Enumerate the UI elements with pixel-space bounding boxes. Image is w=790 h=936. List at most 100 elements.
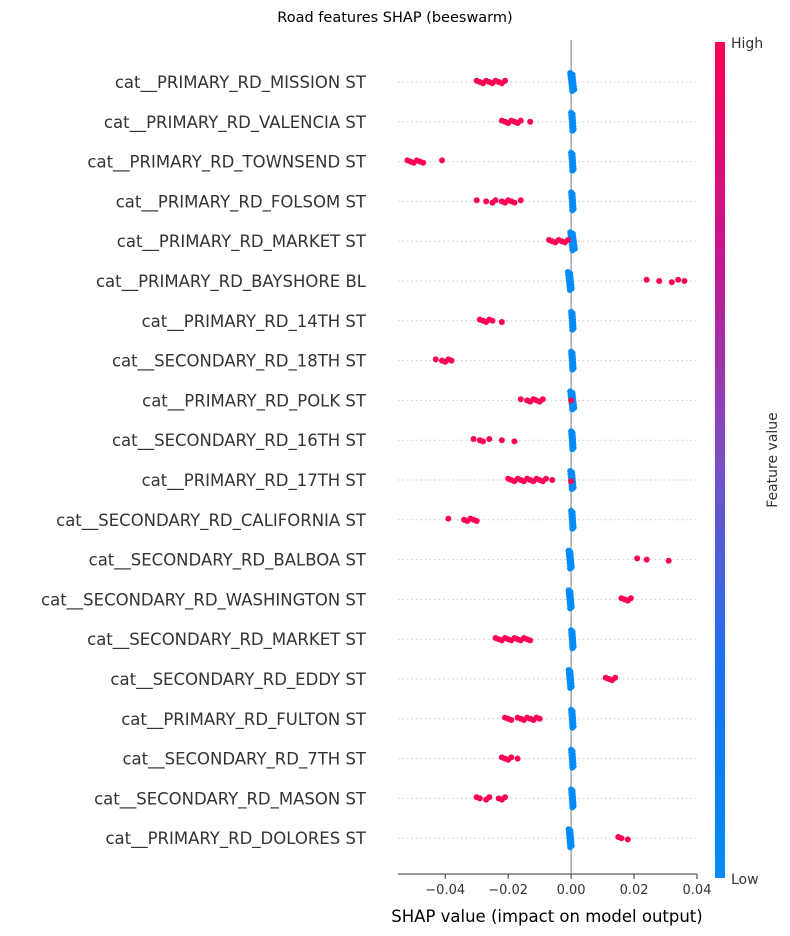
shap-point-high	[479, 438, 486, 445]
shap-point-low	[569, 764, 576, 771]
shap-point-high	[612, 674, 619, 681]
feature-label: cat__PRIMARY_RD_BAYSHORE BL	[96, 272, 367, 292]
colorbar-low-label: Low	[731, 872, 759, 888]
shap-point-low	[569, 406, 576, 413]
shap-point-low	[569, 88, 576, 94]
colorbar-title: Feature value	[765, 412, 781, 508]
shap-point-high	[517, 197, 524, 204]
shap-point-low	[569, 525, 576, 532]
shap-point-high	[498, 437, 505, 444]
row-guides	[398, 81, 697, 839]
shap-point-high	[486, 794, 493, 801]
shap-point-high	[627, 595, 634, 602]
feature-label: cat__SECONDARY_RD_MARKET ST	[87, 630, 367, 650]
feature-label: cat__PRIMARY_RD_MISSION ST	[115, 73, 367, 93]
shap-point-high	[564, 237, 571, 243]
shap-point-high	[624, 836, 631, 843]
shap-point-high	[549, 477, 556, 483]
feature-label: cat__PRIMARY_RD_DOLORES ST	[105, 829, 366, 849]
shap-point-high	[470, 436, 477, 442]
shap-point-high	[483, 198, 490, 205]
shap-point-low	[567, 605, 574, 612]
shap-point-low	[569, 127, 576, 134]
shap-point-low	[569, 366, 576, 373]
shap-point-high	[517, 117, 524, 124]
shap-point-high	[643, 556, 650, 563]
shap-point-low	[567, 844, 574, 851]
shap-point-high	[486, 436, 493, 442]
x-tick-label: −0.02	[488, 883, 528, 898]
x-axis-ticks: −0.04 −0.02 0.00 0.02 0.04	[425, 874, 711, 898]
shap-point-high	[448, 357, 455, 364]
shap-point-low	[567, 685, 574, 691]
shap-point-high	[439, 157, 446, 164]
feature-labels: cat__PRIMARY_RD_MISSION ST cat__PRIMARY_R…	[41, 73, 367, 849]
shap-point-high	[665, 557, 672, 564]
feature-label: cat__SECONDARY_RD_MASON ST	[94, 789, 367, 809]
shap-point-high	[568, 478, 575, 485]
shap-point-low	[567, 565, 574, 572]
shap-point-high	[517, 396, 524, 403]
shap-point-high	[634, 555, 641, 562]
x-axis-title: SHAP value (impact on model output)	[391, 907, 702, 926]
shap-point-low	[566, 287, 573, 293]
colorbar-high-label: High	[731, 36, 763, 52]
shap-point-high	[432, 356, 439, 363]
shap-point-low	[569, 167, 576, 174]
feature-label: cat__PRIMARY_RD_TOWNSEND ST	[87, 153, 367, 173]
feature-label: cat__SECONDARY_RD_7TH ST	[122, 750, 366, 770]
shap-point-high	[668, 279, 675, 286]
shap-point-low	[569, 326, 576, 333]
shap-point-low	[569, 247, 576, 254]
feature-label: cat__PRIMARY_RD_POLK ST	[142, 391, 367, 411]
shap-point-high	[618, 835, 625, 842]
shap-point-high	[508, 754, 515, 761]
feature-label: cat__SECONDARY_RD_18TH ST	[112, 352, 367, 372]
feature-label: cat__PRIMARY_RD_14TH ST	[142, 312, 367, 332]
shap-point-high	[656, 278, 663, 284]
feature-label: cat__PRIMARY_RD_17TH ST	[142, 471, 367, 491]
shap-point-high	[542, 475, 549, 482]
shap-point-low	[569, 804, 576, 811]
feature-label: cat__PRIMARY_RD_MARKET ST	[117, 232, 367, 252]
shap-point-high	[527, 637, 534, 644]
feature-label: cat__PRIMARY_RD_FULTON ST	[121, 710, 367, 730]
shap-point-high	[511, 438, 518, 445]
shap-point-high	[498, 319, 505, 325]
x-tick-label: 0.00	[557, 883, 586, 898]
shap-point-high	[514, 755, 521, 762]
shap-point-high	[476, 795, 483, 802]
x-tick-label: −0.04	[425, 883, 465, 898]
shap-point-low	[569, 724, 576, 731]
shap-point-high	[420, 159, 427, 166]
shap-point-high	[643, 276, 650, 283]
shap-point-high	[473, 518, 480, 524]
feature-label: cat__SECONDARY_RD_CALIFORNIA ST	[56, 511, 367, 531]
feature-label: cat__PRIMARY_RD_VALENCIA ST	[104, 113, 367, 133]
shap-point-high	[539, 396, 546, 403]
shap-point-high	[536, 715, 543, 722]
x-tick-label: 0.02	[620, 883, 649, 898]
feature-label: cat__SECONDARY_RD_WASHINGTON ST	[41, 590, 367, 610]
feature-label: cat__PRIMARY_RD_FOLSOM ST	[116, 192, 367, 212]
x-tick-label: 0.04	[683, 883, 712, 898]
shap-point-high	[675, 276, 682, 283]
shap-point-low	[569, 207, 576, 214]
shap-point-high	[568, 397, 575, 404]
shap-point-high	[508, 717, 515, 723]
shap-point-high	[489, 317, 496, 324]
shap-point-high	[445, 515, 452, 522]
chart-title: Road features SHAP (beeswarm)	[277, 10, 512, 26]
shap-point-high	[492, 197, 499, 204]
feature-label: cat__SECONDARY_RD_BALBOA ST	[89, 551, 367, 571]
shap-point-low	[568, 486, 575, 492]
feature-label: cat__SECONDARY_RD_16TH ST	[112, 431, 367, 451]
shap-point-high	[502, 77, 509, 84]
shap-point-high	[681, 278, 688, 284]
shap-point-high	[473, 197, 480, 204]
shap-point-low	[569, 645, 576, 652]
shap-point-high	[502, 794, 509, 801]
feature-label: cat__SECONDARY_RD_EDDY ST	[110, 670, 366, 690]
shap-point-high	[527, 118, 534, 125]
